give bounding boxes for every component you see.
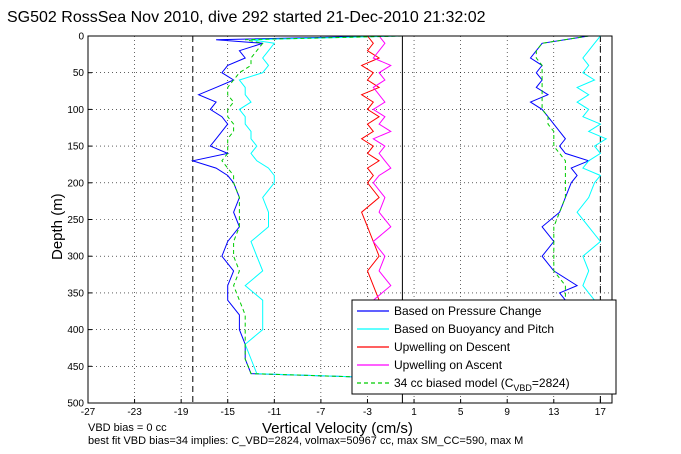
y-tick-label: 450 <box>67 362 84 373</box>
x-tick-label: 1 <box>411 407 417 418</box>
chart-title: SG502 RossSea Nov 2010, dive 292 started… <box>7 9 486 26</box>
legend-label: Upwelling on Ascent <box>394 358 503 372</box>
series-upwelling-on-descent <box>360 35 381 301</box>
y-tick-label: 500 <box>67 399 84 410</box>
x-tick-label: 13 <box>548 407 560 418</box>
legend-model-suffix: =2824) <box>532 376 570 390</box>
x-tick-label: -7 <box>316 407 325 418</box>
y-axis-ticks: 0 50 100 150 200 250 300 350 400 450 500 <box>67 32 92 410</box>
y-tick-label: 150 <box>67 142 84 153</box>
series-based-on-buoyancy-and-pitch-ascent <box>576 35 608 301</box>
series-34-cc-biased-model-descent <box>221 35 403 378</box>
legend: Based on Pressure Change Based on Buoyanc… <box>351 299 617 395</box>
series-layer <box>190 35 608 378</box>
y-tick-label: 100 <box>67 105 84 116</box>
legend-items: Based on Pressure Change Based on Buoyanc… <box>357 304 554 372</box>
series-based-on-pressure-change-ascent <box>529 35 591 301</box>
x-tick-label: 17 <box>595 407 607 418</box>
legend-label: Upwelling on Descent <box>394 340 511 354</box>
y-tick-label: 200 <box>67 178 84 189</box>
legend-model-prefix: 34 cc biased model (C <box>394 376 514 390</box>
y-axis-label: Depth (m) <box>49 193 66 260</box>
legend-box <box>351 299 617 395</box>
legend-model-sub: VBD <box>513 383 532 393</box>
y-tick-label: 0 <box>78 32 84 43</box>
footnote-best-fit: best fit VBD bias=34 implies: C_VBD=2824… <box>88 435 523 447</box>
series-based-on-buoyancy-and-pitch-descent <box>238 35 403 378</box>
x-tick-label: -27 <box>81 407 96 418</box>
footnote-vbd-bias: VBD bias = 0 cc <box>88 422 167 434</box>
x-tick-label: -19 <box>174 407 189 418</box>
series-based-on-pressure-change-descent <box>190 35 391 378</box>
x-tick-label: 9 <box>504 407 510 418</box>
y-tick-label: 400 <box>67 325 84 336</box>
x-tick-label: -23 <box>127 407 142 418</box>
x-tick-label: -15 <box>221 407 236 418</box>
legend-label: Based on Buoyancy and Pitch <box>394 322 554 336</box>
legend-label: Based on Pressure Change <box>394 304 542 318</box>
series-34-cc-biased-model-ascent <box>535 35 589 301</box>
y-tick-label: 250 <box>67 215 84 226</box>
legend-label-model: 34 cc biased model (CVBD=2824) <box>394 376 570 393</box>
x-tick-label: -3 <box>363 407 372 418</box>
x-axis-label: Vertical Velocity (cm/s) <box>262 420 413 437</box>
x-axis-ticks: -27 -23 -19 -15 -11 -7 -3 1 5 9 13 17 <box>81 399 607 418</box>
y-tick-label: 350 <box>67 288 84 299</box>
x-tick-label: -11 <box>267 407 281 418</box>
x-tick-label: 5 <box>458 407 464 418</box>
y-tick-label: 300 <box>67 252 84 263</box>
y-tick-label: 50 <box>73 68 85 79</box>
series-upwelling-on-ascent <box>372 35 392 301</box>
